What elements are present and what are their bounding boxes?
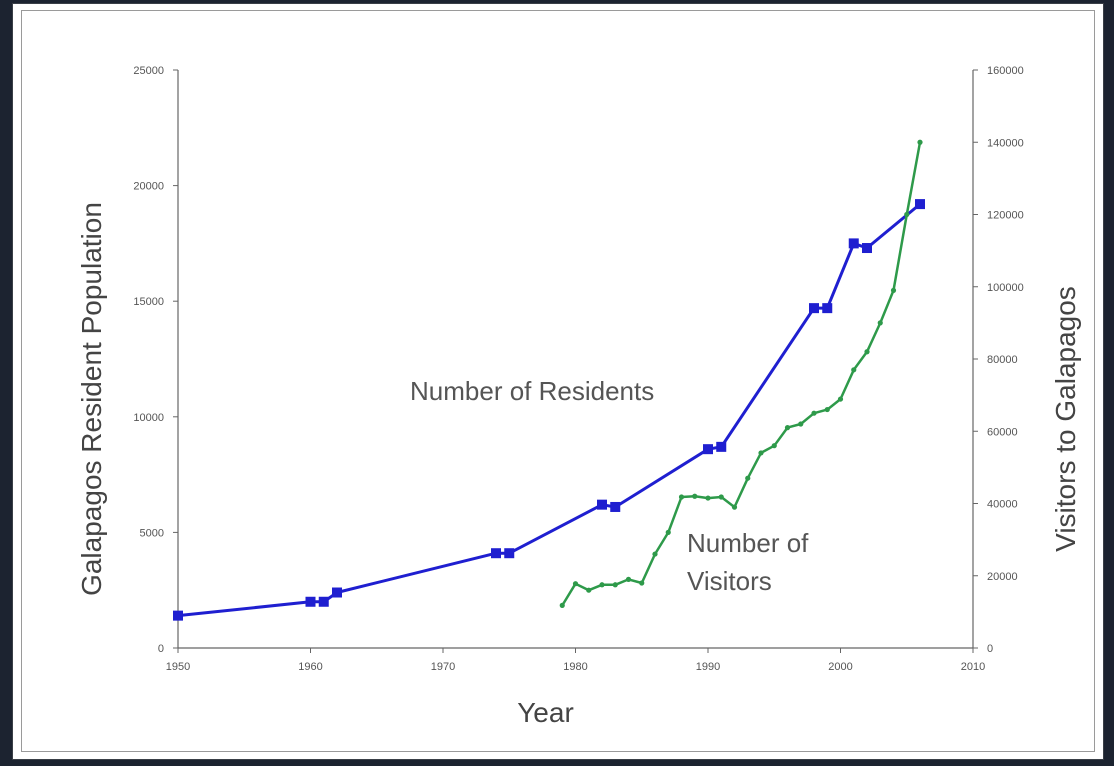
data-point	[848, 238, 859, 249]
data-point	[851, 367, 857, 373]
chart-border	[21, 10, 1095, 752]
data-point	[610, 501, 621, 512]
x-tick-label: 2010	[961, 661, 985, 673]
data-point	[504, 548, 515, 559]
x-tick-label: 2000	[828, 661, 852, 673]
left-y-tick-label: 20000	[133, 181, 164, 193]
right-y-tick-label: 80000	[987, 354, 1018, 366]
data-point	[890, 287, 897, 293]
series-line	[177, 202, 921, 618]
data-point	[811, 410, 817, 416]
left-y-tick-label: 10000	[133, 412, 164, 424]
data-point	[491, 548, 501, 559]
x-axis-title: Year	[517, 697, 574, 728]
data-point	[771, 443, 777, 449]
x-tick-label: 1950	[166, 661, 190, 673]
data-point	[798, 421, 804, 427]
right-y-tick-label: 0	[987, 643, 993, 655]
axes: 1950 1960 1970 1980 1990 2000 2010050001000015…	[133, 65, 1023, 673]
left-y-tick-label: 5000	[140, 527, 164, 539]
visitors-annotation-line2: Visitors	[687, 566, 772, 596]
right-y-tick-label: 160000	[987, 65, 1024, 77]
data-point	[692, 493, 698, 499]
data-point	[612, 582, 618, 588]
data-point	[332, 587, 342, 598]
data-point	[784, 425, 791, 431]
data-point	[758, 450, 764, 456]
series-residents	[173, 199, 925, 621]
series-visitors	[559, 139, 923, 608]
data-point	[318, 596, 329, 607]
data-point	[173, 610, 183, 621]
x-tick-label: 1960	[298, 661, 322, 673]
data-point	[665, 529, 671, 536]
right-y-tick-label: 100000	[987, 282, 1024, 294]
data-point	[731, 504, 738, 510]
left-y-axis-title: Galapagos Resident Population	[76, 202, 107, 596]
data-point	[824, 406, 830, 413]
data-point	[745, 475, 751, 481]
labels: Year Galapagos Resident Population Visit…	[76, 202, 1081, 728]
data-point	[809, 303, 819, 314]
data-point	[597, 499, 607, 510]
x-tick-label: 1980	[563, 661, 587, 673]
data-point	[917, 139, 923, 145]
chart: 1950 1960 1970 1980 1990 2000 2010050001000015…	[76, 65, 1081, 728]
data-point	[586, 587, 592, 593]
data-point	[915, 199, 925, 210]
right-y-tick-label: 40000	[987, 499, 1018, 511]
right-y-tick-label: 140000	[987, 137, 1024, 149]
data-point	[716, 441, 727, 452]
data-point	[837, 396, 844, 402]
data-point	[705, 495, 711, 501]
right-y-tick-label: 120000	[987, 210, 1024, 222]
data-point	[678, 494, 685, 500]
data-point	[862, 243, 872, 254]
data-point	[572, 581, 579, 587]
left-y-tick-label: 15000	[133, 296, 164, 308]
chart-frame: 1950 1960 1970 1980 1990 2000 2010 0 5000 10000 15…	[12, 3, 1104, 760]
x-tick-label: 1970	[431, 661, 455, 673]
data-point	[822, 303, 833, 314]
residents-annotation: Number of Residents	[410, 376, 654, 406]
data-point	[703, 444, 713, 455]
visitors-annotation-line1: Number of	[687, 528, 809, 558]
data-point	[559, 602, 565, 608]
data-point	[625, 576, 632, 582]
data-point	[639, 580, 645, 586]
data-point	[718, 494, 724, 500]
data-point	[599, 582, 605, 588]
right-y-tick-label: 20000	[987, 571, 1018, 583]
series-layer	[173, 139, 925, 621]
data-point	[904, 211, 910, 218]
data-point	[652, 551, 658, 557]
right-y-axis-title: Visitors to Galapagos	[1050, 286, 1081, 552]
x-tick-label: 1990	[696, 661, 720, 673]
data-point	[305, 596, 316, 607]
series-line	[561, 142, 922, 607]
right-y-tick-label: 60000	[987, 426, 1018, 438]
left-y-tick-label: 25000	[133, 65, 164, 77]
data-point	[877, 320, 883, 326]
left-y-tick-label: 0	[158, 643, 164, 655]
data-point	[864, 349, 870, 355]
